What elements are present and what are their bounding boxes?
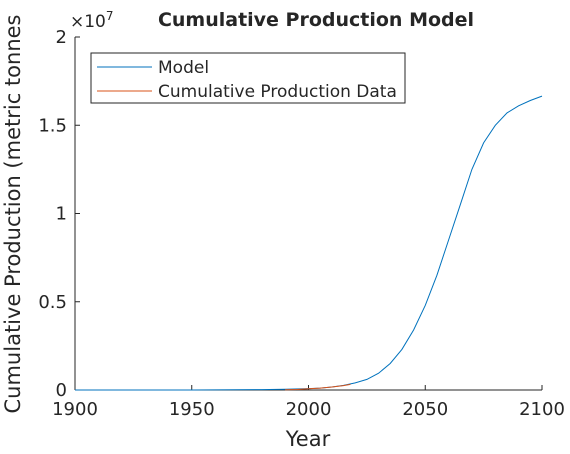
series-line-model (75, 95, 543, 391)
legend: Model Cumulative Production Data (90, 52, 406, 104)
y-tick-label: 1 (56, 204, 67, 225)
x-tick-label: 2000 (286, 399, 332, 420)
x-tick-label: 1900 (52, 399, 98, 420)
legend-box (90, 52, 406, 104)
chart-title: Cumulative Production Model (158, 9, 474, 31)
y-exponent-power: 7 (106, 9, 114, 23)
y-tick-label: 0.5 (38, 292, 67, 313)
y-tick-label: 0 (56, 380, 67, 401)
series-line-production-data (285, 383, 351, 391)
ticks: 1900 1950 2000 2050 2100 0 0.5 1 1.5 2 (38, 27, 565, 420)
x-tick-label: 2050 (402, 399, 448, 420)
x-tick-label: 1950 (169, 399, 215, 420)
series-layer (75, 95, 543, 391)
x-axis-label: Year (285, 427, 331, 450)
y-exponent-label: ×107 (70, 9, 114, 32)
legend-label-model: Model (158, 58, 209, 78)
y-axis-label: Cumulative Production (metric tonnes (1, 15, 25, 414)
legend-label-data: Cumulative Production Data (158, 82, 397, 102)
y-tick-label: 1.5 (38, 115, 67, 136)
x-tick-label: 2100 (519, 399, 565, 420)
y-tick-label: 2 (56, 27, 67, 48)
